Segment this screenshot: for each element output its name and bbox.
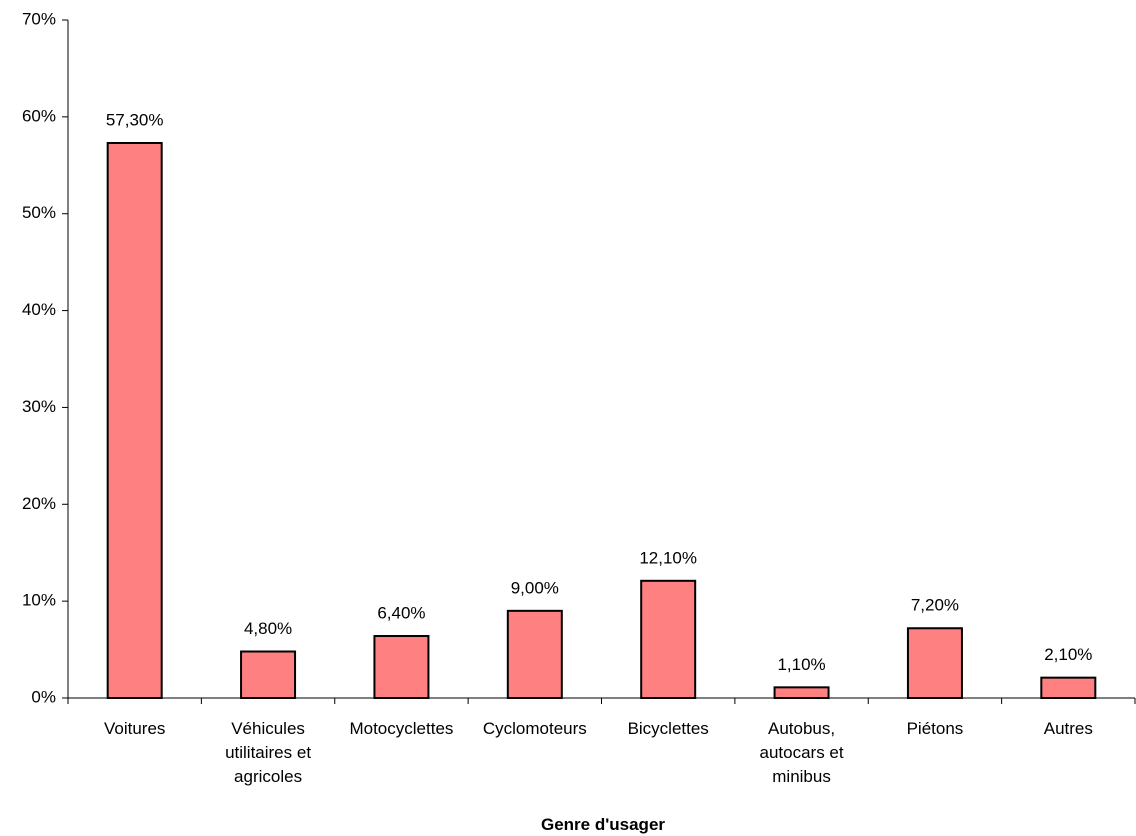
- bar: [506, 609, 563, 699]
- bar: [906, 627, 963, 700]
- value-label: 7,20%: [911, 596, 959, 615]
- x-tick-label: Autobus, autocars et minibus: [759, 719, 844, 786]
- bar: [1040, 676, 1097, 699]
- x-tick-label: Cyclomoteurs: [482, 719, 587, 738]
- bar: [240, 650, 297, 699]
- x-axis-title: Genre d'usager: [540, 815, 666, 834]
- value-label: 12,10%: [639, 548, 697, 567]
- x-tick-label: Bicyclettes: [627, 719, 709, 738]
- y-tick-label: 40%: [22, 300, 56, 319]
- y-tick-label: 20%: [22, 494, 56, 513]
- x-tick-label: Voitures: [103, 719, 166, 738]
- x-tick-label: Véhicules utilitaires et agricoles: [225, 719, 312, 786]
- y-tick-label: 30%: [22, 397, 56, 416]
- value-label: 4,80%: [244, 619, 292, 638]
- bar: [773, 686, 830, 699]
- y-tick-label: 0%: [31, 687, 56, 706]
- y-tick-label: 70%: [22, 9, 56, 28]
- bar: [373, 635, 430, 699]
- value-label: 9,00%: [511, 578, 559, 597]
- bar: [640, 579, 697, 699]
- x-tick-label: Autres: [1043, 719, 1093, 738]
- x-tick-label: Piétons: [906, 719, 964, 738]
- y-tick-label: 60%: [22, 106, 56, 125]
- value-label: 1,10%: [777, 655, 825, 674]
- value-label: 2,10%: [1044, 645, 1092, 664]
- bar: [106, 142, 163, 700]
- value-label: 6,40%: [377, 603, 425, 622]
- y-tick-label: 10%: [22, 591, 56, 610]
- x-tick-label: Motocyclettes: [349, 719, 454, 738]
- y-tick-label: 50%: [22, 203, 56, 222]
- value-label: 57,30%: [106, 110, 164, 129]
